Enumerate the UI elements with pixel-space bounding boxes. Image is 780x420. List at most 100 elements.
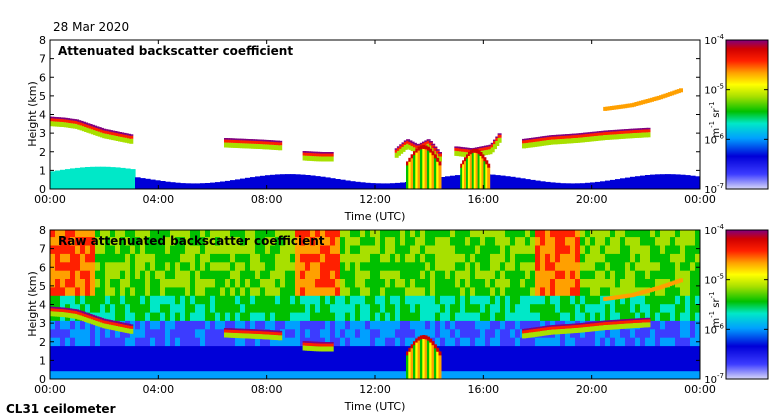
noise-cell — [245, 311, 251, 321]
noise-cell — [425, 295, 431, 305]
noise-cell — [515, 345, 521, 355]
noise-cell — [200, 362, 206, 372]
noise-cell — [320, 320, 326, 330]
noise-cell — [420, 244, 426, 254]
cloud-base-fringe — [230, 142, 235, 148]
noise-cell — [190, 230, 196, 238]
noise-cell — [245, 253, 251, 263]
noise-cell — [620, 337, 626, 347]
noise-cell — [270, 295, 276, 305]
noise-cell — [525, 320, 531, 330]
cloud-layer-cell — [551, 136, 556, 140]
noise-cell — [225, 295, 231, 305]
noise-cell — [155, 370, 161, 379]
noise-cell — [70, 295, 76, 305]
cloud-layer-cell — [276, 142, 280, 146]
cloud-base-fringe — [621, 323, 626, 329]
noise-cell — [645, 261, 651, 271]
noise-cell — [640, 236, 646, 246]
cloud-base-fringe — [226, 142, 231, 148]
cloud-layer-cell — [318, 153, 323, 157]
noise-cell — [530, 230, 536, 238]
noise-cell — [205, 362, 211, 372]
noise-cell — [440, 286, 446, 296]
noise-cell — [695, 230, 700, 238]
noise-cell — [220, 328, 226, 338]
noise-cell — [610, 236, 616, 246]
noise-cell — [365, 303, 371, 313]
noise-cell — [650, 261, 656, 271]
noise-cell — [235, 362, 241, 372]
cloud-base-fringe — [524, 143, 529, 149]
noise-cell — [475, 311, 481, 321]
noise-cell — [590, 345, 596, 355]
noise-cell — [210, 253, 216, 263]
noise-cell — [295, 244, 301, 254]
noise-cell — [160, 370, 166, 379]
elevated-layer-cell — [630, 103, 634, 108]
x-axis-title: Time (UTC) — [344, 400, 406, 413]
noise-cell — [405, 320, 411, 330]
elevated-layer-cell — [643, 99, 648, 104]
cloud-top-cell — [93, 125, 98, 128]
noise-cell — [590, 362, 596, 372]
noise-cell — [295, 353, 301, 363]
cloud-layer-cell — [621, 130, 626, 134]
noise-cell — [555, 303, 561, 313]
cloud-layer-cell — [596, 132, 601, 136]
noise-cell — [210, 362, 216, 372]
noise-cell — [105, 295, 111, 305]
noise-cell — [65, 278, 71, 288]
noise-cell — [385, 253, 391, 263]
noise-cell — [450, 253, 456, 263]
noise-cell — [165, 230, 171, 238]
noise-cell — [250, 244, 256, 254]
noise-cell — [340, 261, 346, 271]
cloud-top-cell — [551, 325, 556, 327]
noise-cell — [365, 230, 371, 238]
noise-cell — [620, 261, 626, 271]
noise-cell — [95, 295, 101, 305]
noise-cell — [560, 230, 566, 238]
noise-cell — [605, 253, 611, 263]
elevated-layer-cell — [647, 98, 652, 103]
noise-cell — [240, 270, 246, 279]
noise-cell — [595, 270, 601, 279]
noise-cell — [240, 236, 246, 246]
noise-cell — [365, 362, 371, 372]
cloud-top-cell — [394, 148, 399, 150]
cloud-base-fringe — [233, 142, 238, 148]
noise-cell — [435, 253, 441, 263]
cloud-base-fringe — [129, 138, 134, 144]
cloud-layer-cell — [637, 129, 642, 133]
cloud-top-cell — [587, 132, 592, 134]
noise-cell — [170, 270, 176, 279]
cloud-base-fringe — [253, 143, 258, 149]
noise-cell — [420, 286, 426, 296]
noise-cell — [515, 236, 521, 246]
precipitation-top — [431, 341, 435, 346]
cloud-layer-cell — [533, 138, 538, 142]
noise-cell — [390, 261, 396, 271]
cloud-base-fringe — [255, 333, 260, 339]
precipitation-top — [424, 145, 428, 150]
cloud-base-fringe — [233, 332, 238, 338]
noise-cell — [250, 286, 256, 296]
noise-cell — [610, 253, 616, 263]
noise-cell — [675, 370, 681, 379]
noise-cell — [695, 345, 700, 355]
noise-cell — [390, 244, 396, 254]
noise-cell — [290, 295, 296, 305]
noise-cell — [240, 244, 246, 254]
cloud-layer-cell — [246, 140, 251, 144]
noise-cell — [300, 328, 306, 338]
noise-cell — [665, 286, 671, 296]
cloud-top-cell — [623, 319, 628, 321]
noise-cell — [95, 236, 101, 246]
noise-cell — [595, 370, 601, 379]
noise-cell — [465, 370, 471, 379]
noise-cell — [440, 320, 446, 330]
noise-cell — [360, 261, 366, 271]
noise-cell — [690, 295, 696, 305]
aerosol-column — [520, 178, 526, 189]
